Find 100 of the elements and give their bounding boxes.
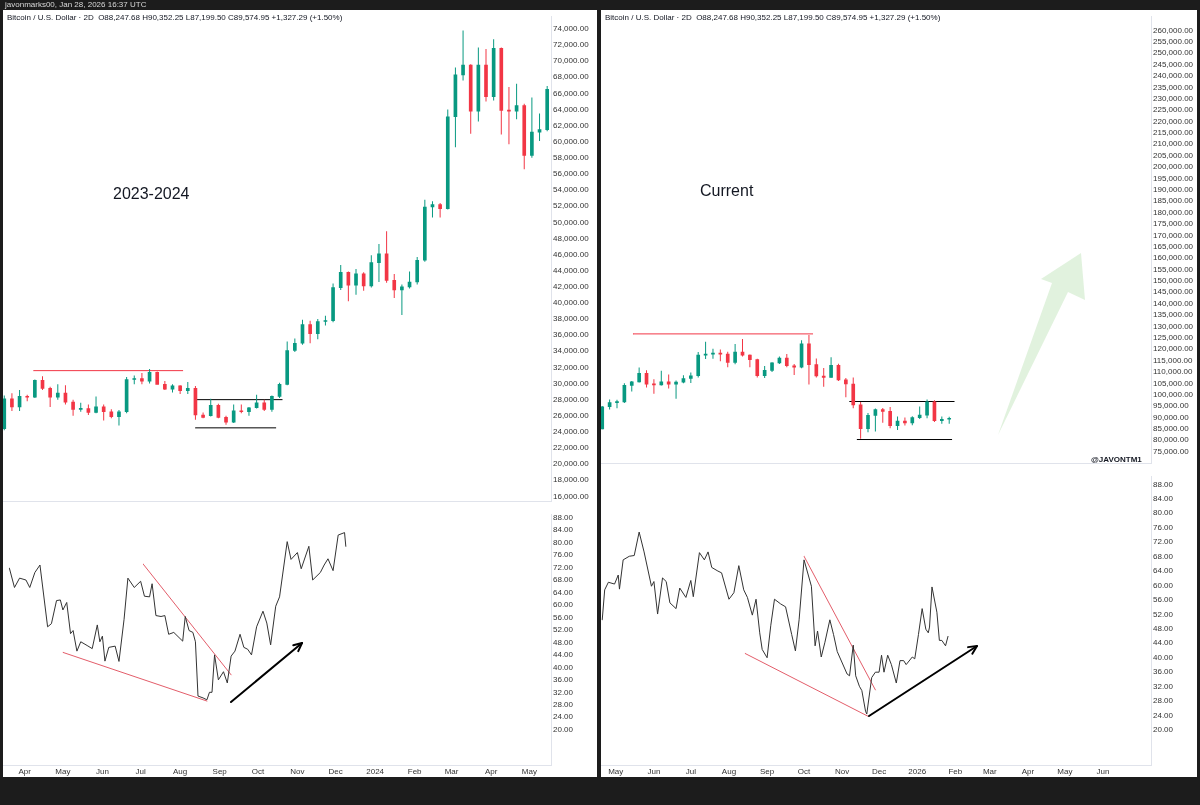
y-tick-label: 250,000.00: [1153, 48, 1194, 58]
y-tick-label: 185,000.00: [1153, 196, 1194, 206]
y-tick-label: 80.00: [553, 537, 574, 547]
y-tick-label: 60,000.00: [553, 136, 590, 146]
x-tick-label: Dec: [328, 767, 343, 776]
y-tick-label: 90,000.00: [1153, 412, 1190, 422]
y-tick-label: 110,000.00: [1153, 367, 1193, 377]
y-tick-label: 255,000.00: [1153, 37, 1194, 47]
y-tick-label: 88.00: [1153, 479, 1174, 489]
x-tick-label: Sep: [759, 767, 775, 776]
y-tick-label: 56.00: [1153, 595, 1174, 605]
y-tick-label: 28,000.00: [553, 394, 590, 404]
y-tick-label: 50,000.00: [553, 217, 590, 227]
y-tick-label: 245,000.00: [1153, 59, 1194, 69]
x-tick-label: Mar: [982, 767, 998, 776]
x-tick-label: Aug: [721, 767, 737, 776]
y-tick-label: 46,000.00: [553, 249, 590, 259]
text: Current: [700, 182, 754, 200]
y-tick-label: 220,000.00: [1153, 116, 1194, 126]
y-tick-label: 115,000.00: [1153, 355, 1193, 365]
y-tick-label: 44,000.00: [553, 265, 590, 275]
y-tick-label: 36.00: [553, 675, 574, 685]
y-tick-label: 52,000.00: [553, 201, 590, 211]
y-tick-label: 20.00: [553, 724, 574, 734]
x-tick-label: Jun: [95, 767, 109, 776]
x-tick-label: Jul: [135, 767, 146, 776]
y-tick-label: 52.00: [553, 625, 574, 635]
x-tick-label: Feb: [948, 767, 963, 776]
y-tick-label: 68,000.00: [553, 72, 590, 82]
y-tick-label: 40.00: [553, 662, 574, 672]
x-tick-label: Dec: [871, 767, 887, 776]
y-tick-label: 85,000.00: [1153, 424, 1190, 434]
y-tick-label: 64.00: [1153, 566, 1174, 576]
x-tick-label: May: [1057, 767, 1073, 776]
text: javonmarks00, Jan 28, 2026 16:37 UTC: [5, 0, 147, 10]
y-tick-label: 88.00: [553, 512, 574, 522]
y-tick-label: 190,000.00: [1153, 185, 1194, 195]
y-tick-label: 44.00: [553, 650, 574, 660]
y-tick-label: 60.00: [1153, 580, 1174, 590]
y-tick-label: 22,000.00: [553, 443, 590, 453]
y-tick-label: 84.00: [1153, 494, 1174, 504]
y-tick-label: 36,000.00: [553, 330, 590, 340]
y-tick-label: 48.00: [553, 637, 574, 647]
text: 2023-2024: [113, 185, 190, 203]
y-tick-label: 72.00: [1153, 537, 1174, 547]
x-tick-label: May: [521, 767, 537, 776]
y-tick-label: 130,000.00: [1153, 321, 1194, 331]
annotation: @JAVONTM1: [1091, 455, 1143, 465]
y-tick-label: 210,000.00: [1153, 139, 1194, 149]
x-tick-label: Jun: [647, 767, 661, 776]
y-tick-label: 125,000.00: [1153, 332, 1194, 342]
x-tick-label: Nov: [290, 767, 305, 776]
x-tick-label: May: [608, 767, 624, 776]
x-tick-label: May: [55, 767, 71, 776]
x-tick-label: Jul: [685, 767, 697, 776]
y-tick-label: 175,000.00: [1153, 219, 1194, 229]
y-tick-label: 34,000.00: [553, 346, 590, 356]
y-tick-label: 260,000.00: [1153, 25, 1194, 35]
x-tick-label: Aug: [173, 767, 188, 776]
y-tick-label: 52.00: [1153, 609, 1174, 619]
x-tick-label: Feb: [407, 767, 423, 776]
y-tick-label: 20,000.00: [553, 459, 590, 469]
y-tick-label: 145,000.00: [1153, 287, 1194, 297]
x-tick-label: 2024: [366, 767, 385, 776]
y-tick-label: 120,000.00: [1153, 344, 1194, 354]
x-tick-label: Oct: [251, 767, 265, 776]
y-tick-label: 72.00: [553, 562, 574, 572]
y-tick-label: 40.00: [1153, 652, 1174, 662]
x-tick-label: Jun: [1096, 767, 1110, 776]
y-tick-label: 48.00: [1153, 624, 1174, 634]
y-tick-label: 155,000.00: [1153, 264, 1194, 274]
y-tick-label: 200,000.00: [1153, 162, 1194, 172]
y-tick-label: 170,000.00: [1153, 230, 1194, 240]
y-tick-label: 28.00: [553, 699, 574, 709]
y-tick-label: 64.00: [553, 587, 574, 597]
y-tick-label: 60.00: [553, 600, 574, 610]
y-tick-label: 95,000.00: [1153, 401, 1190, 411]
y-tick-label: 20.00: [1153, 725, 1174, 735]
y-tick-label: 36.00: [1153, 667, 1174, 677]
y-tick-label: 24.00: [1153, 710, 1174, 720]
x-tick-label: Apr: [484, 767, 498, 776]
y-tick-label: 68.00: [553, 575, 574, 585]
y-tick-label: 140,000.00: [1153, 298, 1194, 308]
y-tick-label: 28.00: [1153, 696, 1174, 706]
y-tick-label: 76.00: [553, 550, 574, 560]
y-tick-label: 40,000.00: [553, 298, 590, 308]
y-tick-label: 240,000.00: [1153, 71, 1194, 81]
y-tick-label: 76.00: [1153, 522, 1174, 532]
y-tick-label: 42,000.00: [553, 282, 590, 292]
y-tick-label: 70,000.00: [553, 56, 590, 66]
x-tick-label: 2026: [908, 767, 927, 776]
y-tick-label: 66,000.00: [553, 88, 590, 98]
x-tick-label: Sep: [212, 767, 228, 776]
y-tick-label: 68.00: [1153, 551, 1174, 561]
y-tick-label: 18,000.00: [553, 475, 590, 485]
x-tick-label: Apr: [1021, 767, 1035, 776]
y-tick-label: 30,000.00: [553, 378, 590, 388]
y-tick-label: 205,000.00: [1153, 150, 1194, 160]
x-tick-label: Nov: [835, 767, 850, 776]
y-tick-label: 100,000.00: [1153, 389, 1194, 399]
